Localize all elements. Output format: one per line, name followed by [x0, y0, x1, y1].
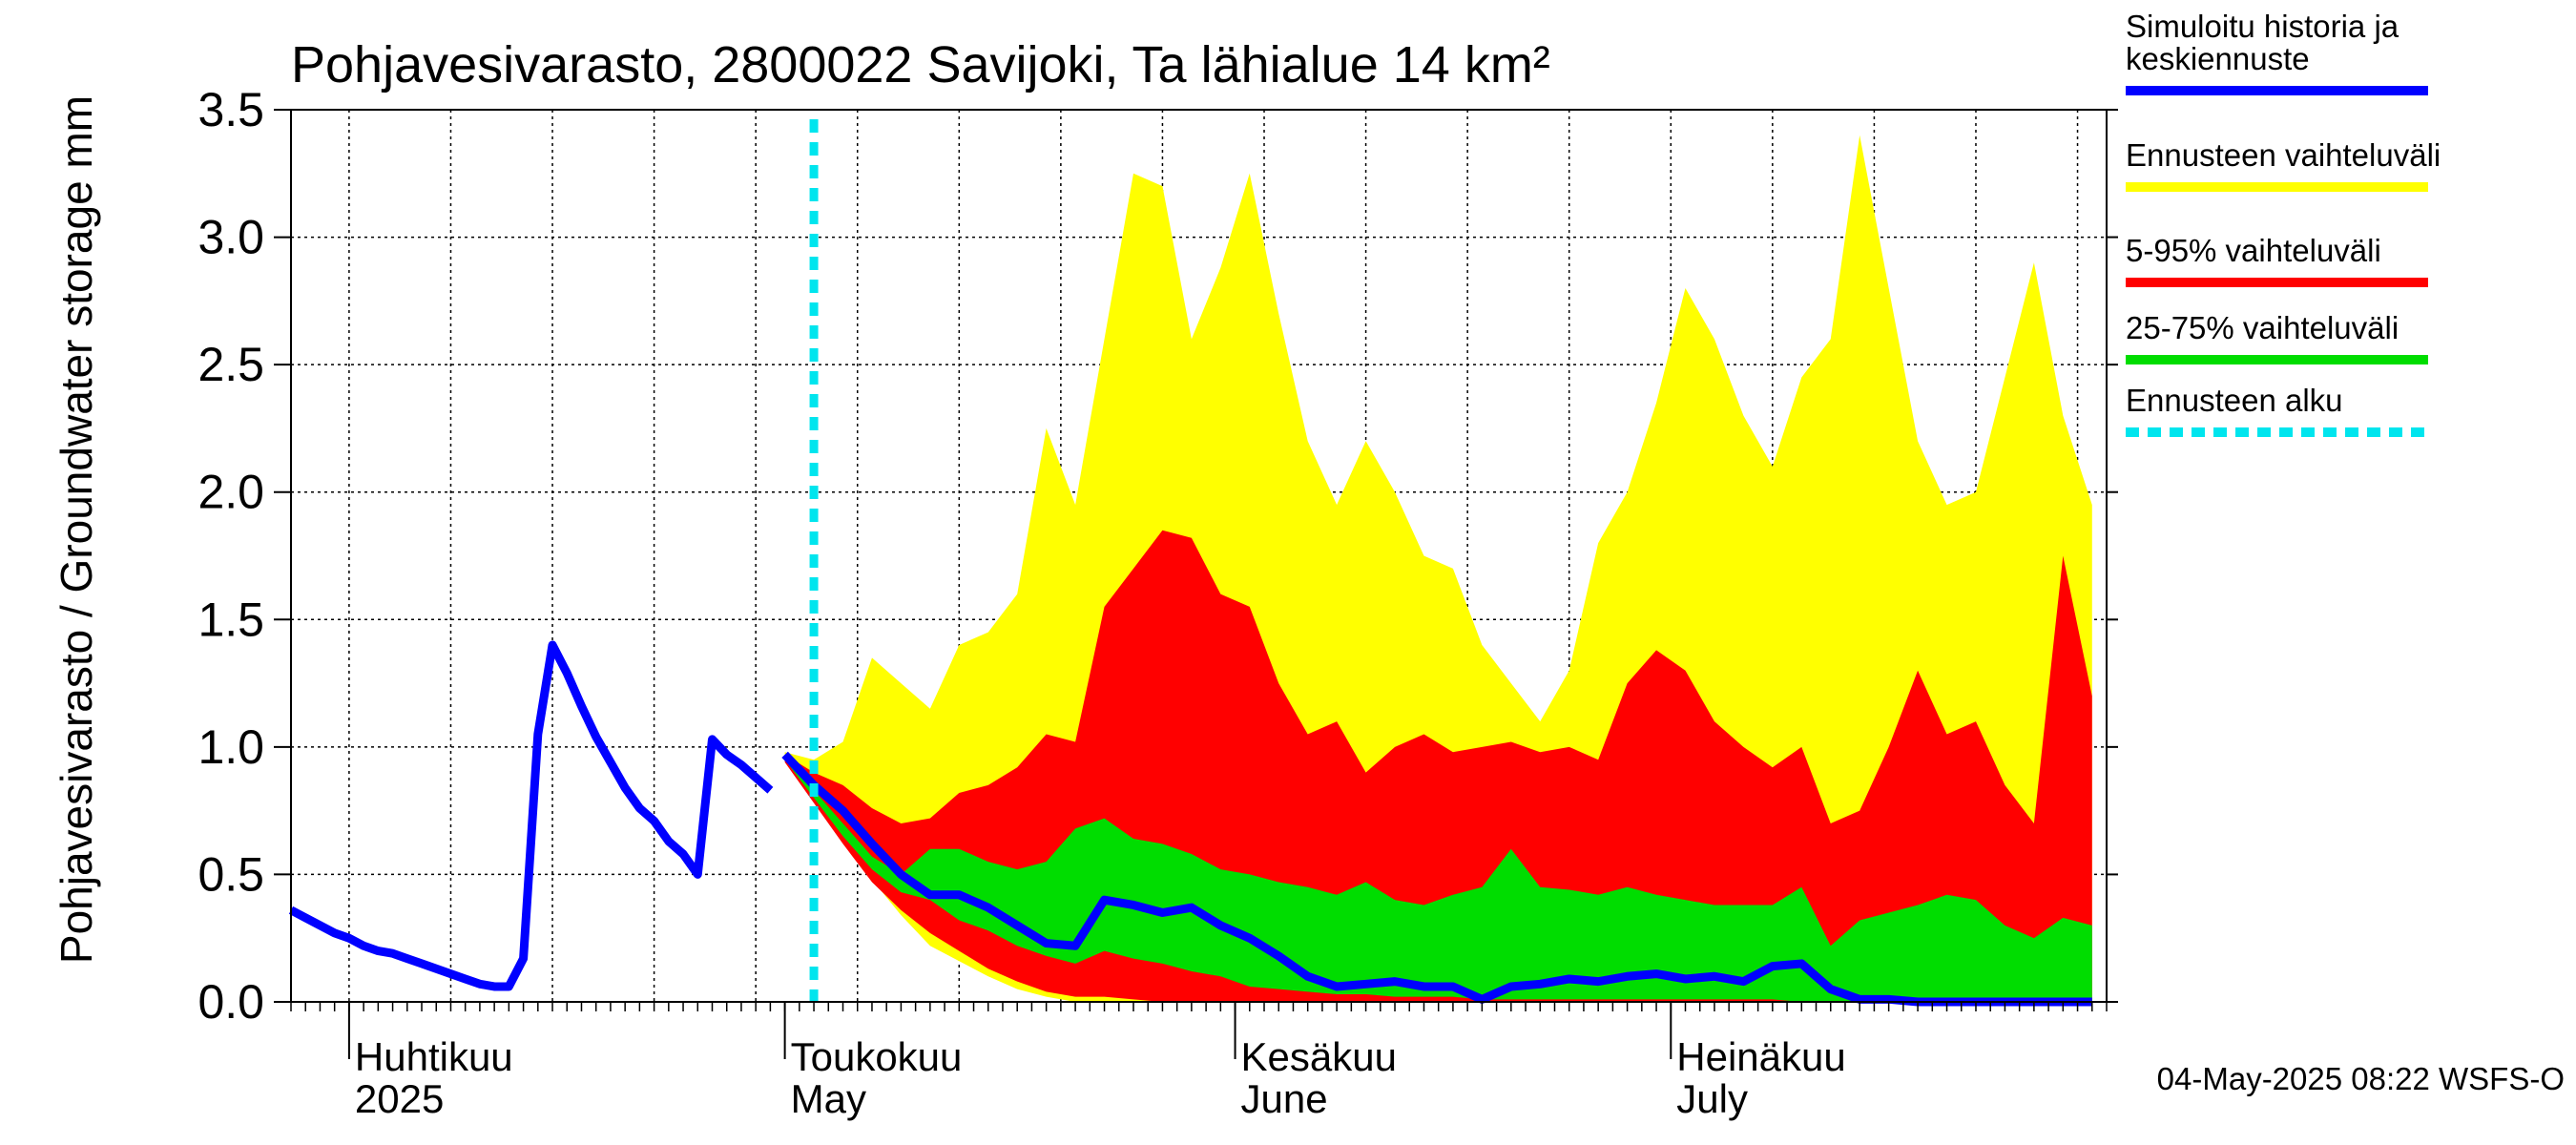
y-tick-label: 0.0	[197, 975, 264, 1029]
y-tick-label: 3.5	[197, 83, 264, 136]
series-lines	[288, 119, 2092, 1007]
x-month-label-en: May	[791, 1076, 866, 1121]
x-month-label: Heinäkuu	[1676, 1034, 1845, 1079]
y-tick-label: 1.5	[197, 593, 264, 646]
y-tick-label: 2.5	[197, 338, 264, 391]
x-month-label: Kesäkuu	[1241, 1034, 1397, 1079]
history-line	[288, 640, 774, 991]
legend-label: keskiennuste	[2126, 41, 2310, 76]
legend-label: Ennusteen alku	[2126, 383, 2343, 418]
y-tick-label: 3.0	[197, 211, 264, 264]
forecast-bands	[784, 135, 2092, 1002]
range-band-25-75	[784, 757, 2092, 1002]
legend-label: 25-75% vaihteluväli	[2126, 310, 2399, 345]
x-month-label: Toukokuu	[791, 1034, 963, 1079]
x-month-label-en: June	[1241, 1076, 1328, 1121]
y-tick-label: 0.5	[197, 847, 264, 901]
legend-label: Simuloitu historia ja	[2126, 9, 2399, 44]
x-month-label-en: 2025	[355, 1076, 444, 1121]
y-tick-label: 1.0	[197, 720, 264, 774]
y-axis-label: Pohjavesivarasto / Groundwater storage m…	[52, 95, 101, 964]
timestamp: 04-May-2025 08:22 WSFS-O	[2157, 1061, 2565, 1096]
y-tick-label: 2.0	[197, 466, 264, 519]
median-forecast-line	[781, 751, 2092, 1007]
x-month-label: Huhtikuu	[355, 1034, 513, 1079]
chart-title: Pohjavesivarasto, 2800022 Savijoki, Ta l…	[291, 36, 1550, 94]
legend-label: 5-95% vaihteluväli	[2126, 233, 2381, 268]
legend-label: Ennusteen vaihteluväli	[2126, 137, 2441, 173]
x-month-label-en: July	[1676, 1076, 1748, 1121]
